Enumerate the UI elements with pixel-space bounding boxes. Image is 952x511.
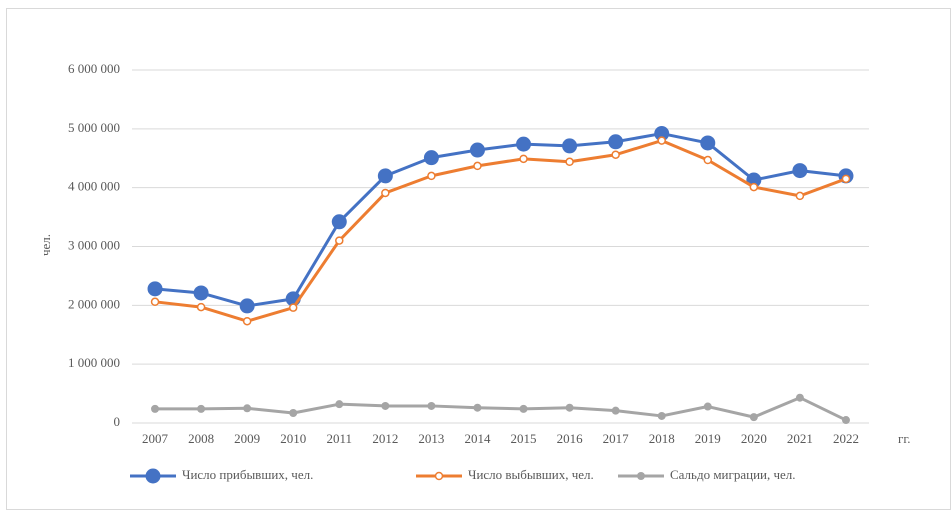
- x-tick-label: 2013: [418, 431, 444, 446]
- marker: [611, 406, 620, 415]
- marker: [516, 136, 532, 152]
- marker: [473, 161, 482, 171]
- x-tick-label: 2016: [557, 431, 584, 446]
- marker: [841, 416, 850, 425]
- legend-marker: [637, 472, 645, 480]
- x-tick-label: 2007: [142, 431, 169, 446]
- marker: [562, 138, 578, 154]
- line: [155, 396, 847, 422]
- y-tick-label: 0: [114, 414, 121, 429]
- marker: [703, 155, 713, 165]
- x-tick-label: 2009: [234, 431, 260, 446]
- marker: [150, 297, 160, 307]
- marker: [841, 174, 851, 184]
- marker: [657, 411, 666, 420]
- marker: [565, 403, 574, 412]
- marker: [703, 402, 712, 411]
- marker: [427, 171, 436, 181]
- marker: [519, 154, 528, 164]
- y-tick-label: 6 000 000: [68, 61, 120, 76]
- marker: [565, 157, 574, 167]
- x-tick-label: 2012: [372, 431, 398, 446]
- y-tick-label: 1 000 000: [68, 355, 120, 370]
- marker: [749, 413, 758, 422]
- marker: [657, 136, 666, 145]
- marker: [335, 400, 344, 409]
- marker: [654, 126, 670, 142]
- y-axis-label: чел.: [38, 234, 53, 256]
- marker: [608, 134, 624, 150]
- y-tick-label: 5 000 000: [68, 120, 120, 135]
- line: [154, 139, 847, 323]
- legend-marker: [434, 471, 444, 481]
- legend-label: Число прибывших, чел.: [182, 467, 313, 482]
- marker: [147, 281, 163, 297]
- marker: [242, 316, 252, 326]
- marker: [288, 303, 298, 312]
- marker: [423, 150, 439, 166]
- x-tick-label: 2008: [188, 431, 214, 446]
- x-tick-label: 2011: [327, 431, 353, 446]
- line: [154, 132, 847, 308]
- marker: [795, 393, 804, 402]
- marker: [700, 135, 716, 151]
- y-tick-label: 3 000 000: [68, 237, 120, 252]
- x-tick-label: 2021: [787, 431, 813, 446]
- legend-label: Сальдо миграции, чел.: [670, 467, 796, 482]
- marker: [151, 404, 160, 413]
- x-tick-label: 2022: [833, 431, 859, 446]
- chart-frame: [6, 8, 951, 510]
- marker: [795, 191, 805, 201]
- y-tick-label: 2 000 000: [68, 296, 120, 311]
- marker: [611, 150, 620, 159]
- x-tick-label: 2020: [741, 431, 767, 446]
- marker: [381, 401, 390, 410]
- x-tick-label: 2018: [649, 431, 675, 446]
- marker: [749, 182, 759, 192]
- x-tick-label: 2015: [511, 431, 537, 446]
- marker: [331, 214, 347, 230]
- marker: [243, 404, 252, 413]
- marker: [335, 236, 344, 245]
- x-tick-label: 2017: [603, 431, 630, 446]
- legend-label: Число выбывших, чел.: [468, 467, 594, 482]
- marker: [519, 404, 528, 413]
- marker: [377, 168, 393, 184]
- marker: [473, 403, 482, 412]
- marker: [469, 142, 485, 158]
- marker: [381, 188, 390, 198]
- x-axis-label: гг.: [898, 431, 910, 446]
- x-tick-label: 2014: [464, 431, 491, 446]
- x-tick-label: 2010: [280, 431, 306, 446]
- marker: [196, 302, 206, 312]
- legend-marker: [145, 468, 161, 484]
- marker: [792, 163, 808, 179]
- marker: [193, 285, 209, 301]
- y-tick-label: 4 000 000: [68, 179, 120, 194]
- marker: [197, 404, 206, 413]
- x-tick-label: 2019: [695, 431, 721, 446]
- marker: [427, 401, 436, 410]
- marker: [289, 408, 298, 417]
- marker: [239, 298, 255, 314]
